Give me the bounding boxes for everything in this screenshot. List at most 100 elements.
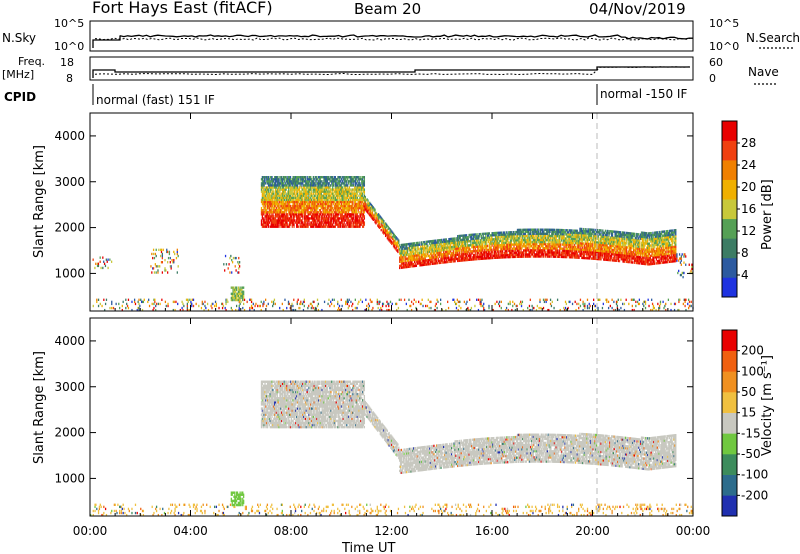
scatter-cell <box>472 241 475 245</box>
scatter-cell <box>520 241 522 244</box>
scatter-cell <box>308 202 310 206</box>
scatter-cell <box>269 219 271 222</box>
scatter-cell <box>296 176 299 179</box>
scatter-cell <box>507 308 509 312</box>
scatter-cell <box>331 180 333 183</box>
scatter-cell <box>262 304 264 308</box>
scatter-cell <box>287 225 289 228</box>
scatter-cell <box>330 200 332 204</box>
scatter-cell <box>417 252 419 255</box>
scatter-cell <box>414 244 417 247</box>
scatter-cell <box>301 302 304 306</box>
scatter-cell <box>437 247 440 250</box>
scatter-cell <box>265 186 267 189</box>
scatter-cell <box>222 304 225 308</box>
scatter-cell <box>321 182 323 185</box>
scatter-cell <box>507 233 509 236</box>
scatter-cell <box>293 200 295 204</box>
scatter-cell <box>449 244 451 247</box>
scatter-cell <box>360 221 362 224</box>
scatter-cell <box>315 204 317 208</box>
scatter-cell <box>238 256 240 260</box>
scatter-cell <box>509 237 512 240</box>
scatter-cell <box>647 298 649 301</box>
scatter-cell <box>278 176 280 179</box>
scatter-cell <box>342 202 344 206</box>
scatter-cell <box>331 211 333 214</box>
scatter-cell <box>465 248 468 251</box>
scatter-cell <box>524 245 527 248</box>
scatter-cell <box>306 192 308 195</box>
scatter-cell <box>322 209 324 212</box>
scatter-cell <box>311 217 314 220</box>
scatter-cell <box>92 258 94 261</box>
scatter-cell <box>518 249 520 252</box>
scatter-cell <box>487 255 490 258</box>
scatter-cell <box>521 230 523 234</box>
scatter-cell <box>351 198 353 202</box>
scatter-cell <box>313 221 315 224</box>
scatter-cell <box>323 190 325 193</box>
scatter-cell <box>273 192 275 195</box>
scatter-cell <box>536 304 538 308</box>
scatter-cell <box>312 178 315 181</box>
scatter-cell <box>312 176 315 179</box>
scatter-cell <box>343 209 345 212</box>
scatter-cell <box>369 207 371 211</box>
scatter-cell <box>152 267 154 270</box>
scatter-cell <box>263 184 265 187</box>
scatter-cell <box>352 198 354 202</box>
scatter-cell <box>425 255 427 258</box>
scatter-cell <box>505 253 507 257</box>
scatter-cell <box>283 198 285 202</box>
scatter-cell <box>273 217 275 220</box>
scatter-cell <box>482 232 484 236</box>
scatter-cell <box>168 250 171 254</box>
scatter-cell <box>324 225 326 228</box>
scatter-cell <box>334 215 336 218</box>
scatter-cell <box>306 190 308 193</box>
scatter-cell <box>326 221 329 224</box>
scatter-cell <box>299 225 301 228</box>
scatter-cell <box>332 209 335 212</box>
scatter-cell <box>406 253 409 256</box>
scatter-cell <box>377 306 379 310</box>
scatter-cell <box>313 188 315 191</box>
scatter-cell <box>350 215 352 218</box>
scatter-cell <box>274 194 277 197</box>
scatter-cell <box>291 213 293 216</box>
scatter-cell <box>311 213 314 216</box>
scatter-cell <box>271 225 273 228</box>
scatter-cell <box>466 244 469 247</box>
scatter-cell <box>492 242 494 245</box>
scatter-cell <box>343 215 345 218</box>
scatter-cell <box>264 194 266 197</box>
scatter-cell <box>487 238 490 241</box>
scatter-cell <box>329 304 331 308</box>
scatter-cell <box>497 250 499 253</box>
scatter-cell <box>520 300 522 304</box>
scatter-cell <box>389 228 391 231</box>
scatter-cell <box>391 232 393 235</box>
scatter-cell <box>274 190 277 193</box>
scatter-cell <box>361 221 364 224</box>
scatter-cell <box>409 263 411 266</box>
scatter-cell <box>588 306 590 310</box>
scatter-cell <box>489 240 491 243</box>
scatter-cell <box>502 241 505 245</box>
scatter-cell <box>348 206 351 210</box>
scatter-cell <box>306 204 308 208</box>
scatter-cell <box>655 308 657 312</box>
scatter-cell <box>506 231 508 234</box>
scatter-cell <box>492 238 494 241</box>
scatter-cell <box>540 306 542 310</box>
scatter-cell <box>284 184 286 187</box>
scatter-cell <box>521 255 523 258</box>
scatter-cell <box>107 266 109 270</box>
scatter-cell <box>351 188 353 191</box>
scatter-cell <box>362 219 365 222</box>
scatter-cell <box>282 192 285 195</box>
scatter-cell <box>402 253 404 257</box>
scatter-cell <box>375 211 377 215</box>
scatter-cell <box>518 247 520 250</box>
